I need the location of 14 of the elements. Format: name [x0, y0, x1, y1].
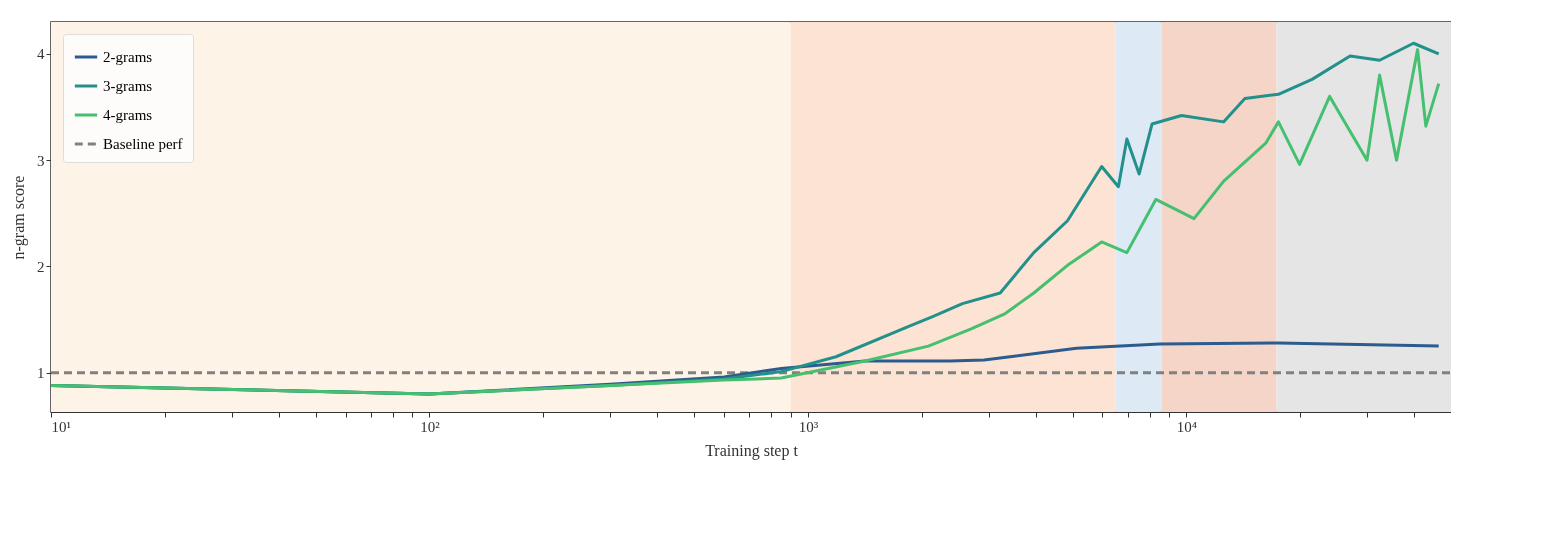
y-tick-label: 3 [37, 152, 45, 169]
legend-label: 2-grams [103, 49, 153, 65]
legend-label: 3-grams [103, 78, 153, 94]
legend-label: 4-grams [103, 107, 153, 123]
y-tick-label: 2 [37, 258, 45, 275]
y-axis-title: n-gram score [10, 175, 28, 260]
legend-label: Baseline perf [103, 136, 183, 152]
y-tick-label: 1 [37, 365, 45, 382]
y-tick-label: 4 [37, 46, 45, 63]
x-tick-label: 10² [420, 418, 441, 435]
x-tick-label: 10¹ [51, 418, 71, 435]
x-tick-label: 10³ [798, 418, 819, 435]
x-tick-label: 10⁴ [1176, 418, 1198, 435]
x-axis-title: Training step t [705, 441, 799, 460]
